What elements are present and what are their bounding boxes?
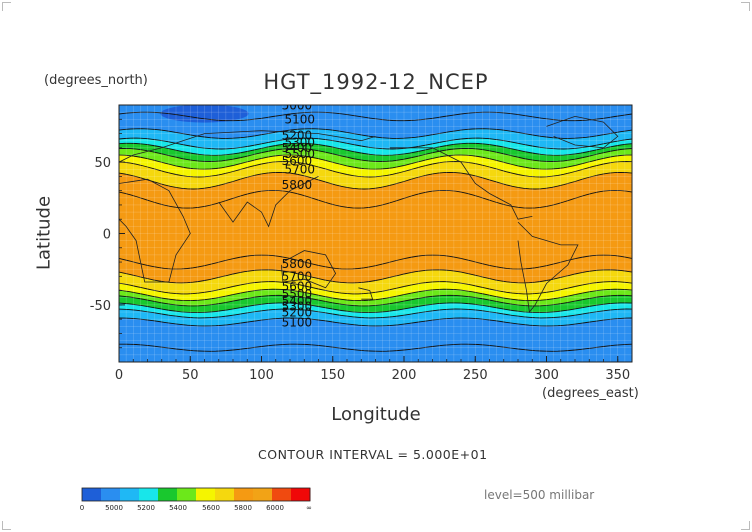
colorbar-swatch — [272, 488, 292, 501]
chart-title: HGT_1992-12_NCEP — [263, 70, 489, 94]
coastline — [358, 287, 374, 300]
coastline — [218, 176, 319, 228]
x-tick-label: 300 — [534, 368, 559, 383]
contour-label: 5300 — [282, 300, 313, 314]
contour-line — [119, 161, 632, 178]
y-axis-units: (degrees_north) — [44, 73, 148, 88]
axes: 0 50 100 150 200 250 300 350 50 0 -50 — [90, 104, 633, 383]
plot-area: 5000510052005300540055005600570058005800… — [118, 98, 633, 363]
contour-line — [119, 142, 632, 156]
colorbar-frame — [81, 487, 311, 502]
contour-line — [119, 254, 632, 270]
colorbar-swatch — [101, 488, 121, 501]
colorbar-swatch — [139, 488, 159, 501]
colorbar-swatch — [196, 488, 216, 501]
contour-label: 5600 — [282, 154, 313, 168]
colorbar-swatch — [253, 488, 273, 501]
contour-label: 5100 — [284, 113, 315, 127]
coastline — [119, 178, 191, 283]
contour-line — [119, 294, 632, 307]
contour-line — [119, 128, 632, 139]
corner-mark — [2, 521, 11, 530]
colorbar-tick-label: 5600 — [202, 504, 220, 512]
colorbar-swatch — [177, 488, 197, 501]
corner-mark — [741, 2, 750, 11]
contour-line — [119, 281, 632, 295]
y-tick-label: 0 — [103, 228, 111, 243]
y-tick-label: -50 — [90, 299, 111, 314]
coastline — [517, 221, 579, 313]
contour-line — [119, 171, 632, 190]
colorbar: 0 5000 5200 5400 5600 5800 6000 ∞ — [80, 487, 312, 512]
x-tick-label: 200 — [392, 368, 417, 383]
contour-line — [119, 137, 632, 150]
coastline — [546, 115, 619, 149]
x-tick-label: 50 — [182, 368, 199, 383]
contour-label: 5500 — [282, 287, 313, 301]
contour-label: 5300 — [284, 135, 315, 149]
colorbar-tick-label: 6000 — [266, 504, 284, 512]
contour-label: 5700 — [284, 163, 315, 177]
contour-label: 5800 — [282, 178, 313, 192]
contour-line — [119, 317, 632, 327]
coastline — [119, 130, 376, 163]
x-axis-units: (degrees_east) — [542, 386, 639, 401]
coastline — [281, 250, 337, 289]
corner-mark — [2, 2, 11, 11]
field: 5000510052005300540055005600570058005800… — [119, 98, 632, 362]
contour-label: 5500 — [284, 147, 315, 161]
contour-line — [119, 308, 632, 319]
y-tick-label: 50 — [94, 156, 111, 171]
contour-label: 5400 — [282, 294, 313, 308]
colorbar-swatch — [234, 488, 254, 501]
x-tick-label: 350 — [605, 368, 630, 383]
contour-label: 5200 — [282, 128, 313, 142]
x-tick-label: 150 — [320, 368, 345, 383]
colorbar-swatch — [120, 488, 140, 501]
colorbar-tick-label: 5400 — [169, 504, 187, 512]
x-tick-label: 250 — [463, 368, 488, 383]
contour-line — [119, 343, 632, 352]
contour-line — [119, 147, 632, 162]
contour-line — [119, 288, 632, 302]
band-fill — [119, 190, 632, 270]
contour-label: 5100 — [282, 315, 313, 329]
contour-interval-label: CONTOUR INTERVAL = 5.000E+01 — [258, 447, 488, 462]
colorbar-swatch — [215, 488, 235, 501]
contour-line — [119, 154, 632, 170]
polar-low-region — [160, 105, 249, 123]
colorbar-tick-label: 5800 — [234, 504, 252, 512]
colorbar-tick-label: ∞ — [306, 504, 312, 512]
contour-labels: 5000510052005300540055005600570058005800… — [282, 98, 315, 329]
contour-label: 5700 — [282, 270, 313, 284]
contour-label: 5400 — [282, 141, 313, 155]
colorbar-swatch — [82, 488, 102, 501]
x-axis-label: Longitude — [331, 404, 421, 425]
colorbar-tick-label: 5200 — [137, 504, 155, 512]
x-tick-label: 0 — [115, 368, 123, 383]
contour-line — [119, 189, 632, 209]
contour-line — [119, 302, 632, 314]
level-label: level=500 millibar — [484, 488, 595, 502]
contour-label: 5200 — [282, 305, 313, 319]
colorbar-swatch — [158, 488, 178, 501]
contour-label: 5800 — [282, 257, 313, 271]
contour-line — [119, 269, 632, 284]
contour-line — [119, 111, 632, 122]
colorbar-tick-label: 0 — [80, 504, 84, 512]
colorbar-swatch — [291, 488, 311, 501]
contour-label: 5000 — [282, 98, 313, 112]
x-tick-label: 100 — [249, 368, 274, 383]
coastline — [389, 147, 533, 220]
corner-mark — [741, 521, 750, 530]
contour-label: 5600 — [282, 280, 313, 294]
colorbar-tick-label: 5000 — [105, 504, 123, 512]
